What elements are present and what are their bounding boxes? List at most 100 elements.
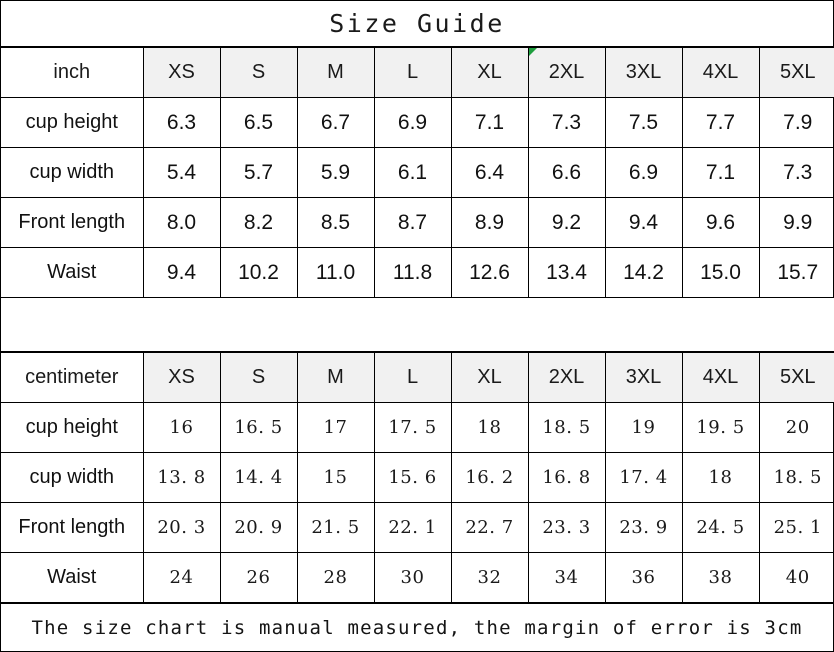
inch-cell-cup-width-3xl: 6.9	[604, 147, 683, 198]
table-row: cup width 13. 8 14. 4 15 15. 6 16. 2 16.…	[1, 452, 834, 503]
inch-row-label-cup-width: cup width	[1, 147, 144, 198]
inch-cell-waist-xl: 12.6	[450, 247, 529, 298]
cm-cell-waist-l: 30	[373, 552, 452, 603]
cm-size-header-5xl: 5XL	[758, 352, 834, 403]
inch-cell-waist-2xl: 13.4	[527, 247, 606, 298]
inch-cell-waist-m: 11.0	[296, 247, 375, 298]
cm-cell-cup-width-l: 15. 6	[373, 452, 452, 503]
cm-size-header-xs: XS	[142, 352, 221, 403]
cm-size-header-2xl: 2XL	[527, 352, 606, 403]
inch-size-header-l: L	[373, 47, 452, 98]
table-row: Front length 20. 3 20. 9 21. 5 22. 1 22.…	[1, 502, 834, 553]
inch-cell-cup-height-5xl: 7.9	[758, 97, 834, 148]
cm-cell-front-length-3xl: 23. 9	[604, 502, 683, 553]
cm-cell-waist-xl: 32	[450, 552, 529, 603]
cm-cell-cup-width-5xl: 18. 5	[758, 452, 834, 503]
cm-cell-cup-height-xl: 18	[450, 402, 529, 453]
cm-cell-front-length-l: 22. 1	[373, 502, 452, 553]
inch-size-table: inch XS S M L XL 2XL 3XL 4XL 5XL cup hei…	[1, 47, 834, 352]
table-spacer-row	[1, 297, 834, 352]
inch-cell-waist-4xl: 15.0	[681, 247, 760, 298]
cm-cell-front-length-xs: 20. 3	[142, 502, 221, 553]
cm-cell-cup-height-4xl: 19. 5	[681, 402, 760, 453]
inch-size-header-s: S	[219, 47, 298, 98]
cm-cell-waist-5xl: 40	[758, 552, 834, 603]
table-row: cup height 6.3 6.5 6.7 6.9 7.1 7.3 7.5 7…	[1, 97, 834, 148]
inch-cell-cup-height-l: 6.9	[373, 97, 452, 148]
inch-cell-cup-width-2xl: 6.6	[527, 147, 606, 198]
cm-cell-cup-width-xs: 13. 8	[142, 452, 221, 503]
table-row: cup width 5.4 5.7 5.9 6.1 6.4 6.6 6.9 7.…	[1, 147, 834, 198]
cm-size-header-m: M	[296, 352, 375, 403]
cm-size-header-3xl: 3XL	[604, 352, 683, 403]
cm-cell-waist-3xl: 36	[604, 552, 683, 603]
cm-cell-front-length-4xl: 24. 5	[681, 502, 760, 553]
inch-cell-cup-width-l: 6.1	[373, 147, 452, 198]
inch-cell-front-length-4xl: 9.6	[681, 197, 760, 248]
inch-size-header-5xl: 5XL	[758, 47, 834, 98]
inch-cell-front-length-xs: 8.0	[142, 197, 221, 248]
page-title: Size Guide	[329, 9, 505, 38]
centimeter-size-table: centimeter XS S M L XL 2XL 3XL 4XL 5XL c…	[1, 352, 834, 603]
cm-cell-waist-xs: 24	[142, 552, 221, 603]
table-row: Waist 24 26 28 30 32 34 36 38 40	[1, 552, 834, 603]
cm-cell-cup-width-4xl: 18	[681, 452, 760, 503]
cm-row-label-front-length: Front length	[1, 502, 144, 553]
inch-cell-waist-l: 11.8	[373, 247, 452, 298]
inch-cell-cup-height-xs: 6.3	[142, 97, 221, 148]
cm-cell-cup-width-s: 14. 4	[219, 452, 298, 503]
cm-cell-front-length-2xl: 23. 3	[527, 502, 606, 553]
cm-row-label-cup-width: cup width	[1, 452, 144, 503]
cm-cell-cup-height-2xl: 18. 5	[527, 402, 606, 453]
inch-cell-waist-3xl: 14.2	[604, 247, 683, 298]
inch-size-header-xl: XL	[450, 47, 529, 98]
cm-cell-waist-2xl: 34	[527, 552, 606, 603]
cm-header-row: centimeter XS S M L XL 2XL 3XL 4XL 5XL	[1, 352, 834, 403]
cm-cell-cup-height-l: 17. 5	[373, 402, 452, 453]
inch-cell-waist-s: 10.2	[219, 247, 298, 298]
cm-cell-waist-s: 26	[219, 552, 298, 603]
inch-cell-cup-height-2xl: 7.3	[527, 97, 606, 148]
cm-cell-cup-height-m: 17	[296, 402, 375, 453]
cm-size-header-l: L	[373, 352, 452, 403]
inch-cell-cup-width-s: 5.7	[219, 147, 298, 198]
inch-row-label-front-length: Front length	[1, 197, 144, 248]
cm-size-header-s: S	[219, 352, 298, 403]
inch-cell-front-length-m: 8.5	[296, 197, 375, 248]
inch-cell-front-length-3xl: 9.4	[604, 197, 683, 248]
table-row: Front length 8.0 8.2 8.5 8.7 8.9 9.2 9.4…	[1, 197, 834, 248]
cm-size-header-4xl: 4XL	[681, 352, 760, 403]
cell-comment-indicator-icon	[529, 48, 537, 56]
inch-cell-front-length-2xl: 9.2	[527, 197, 606, 248]
measurement-disclaimer: The size chart is manual measured, the m…	[31, 617, 803, 639]
inch-unit-label: inch	[1, 47, 144, 98]
inch-cell-cup-height-m: 6.7	[296, 97, 375, 148]
inch-cell-cup-width-xs: 5.4	[142, 147, 221, 198]
cm-table-body: centimeter XS S M L XL 2XL 3XL 4XL 5XL c…	[1, 352, 834, 603]
inch-cell-cup-width-m: 5.9	[296, 147, 375, 198]
cm-cell-front-length-xl: 22. 7	[450, 502, 529, 553]
inch-table-body: inch XS S M L XL 2XL 3XL 4XL 5XL cup hei…	[1, 47, 834, 352]
cm-cell-cup-height-xs: 16	[142, 402, 221, 453]
inch-row-label-cup-height: cup height	[1, 97, 144, 148]
table-row: Waist 9.4 10.2 11.0 11.8 12.6 13.4 14.2 …	[1, 247, 834, 298]
cm-cell-front-length-m: 21. 5	[296, 502, 375, 553]
cm-cell-front-length-5xl: 25. 1	[758, 502, 834, 553]
inch-cell-cup-height-3xl: 7.5	[604, 97, 683, 148]
inch-cell-cup-height-4xl: 7.7	[681, 97, 760, 148]
cm-size-header-xl: XL	[450, 352, 529, 403]
cm-cell-waist-m: 28	[296, 552, 375, 603]
cm-cell-waist-4xl: 38	[681, 552, 760, 603]
inch-size-header-3xl: 3XL	[604, 47, 683, 98]
inch-cell-waist-xs: 9.4	[142, 247, 221, 298]
cm-cell-front-length-s: 20. 9	[219, 502, 298, 553]
cm-row-label-cup-height: cup height	[1, 402, 144, 453]
inch-cell-cup-width-4xl: 7.1	[681, 147, 760, 198]
cm-cell-cup-height-3xl: 19	[604, 402, 683, 453]
cm-cell-cup-height-s: 16. 5	[219, 402, 298, 453]
inch-cell-waist-5xl: 15.7	[758, 247, 834, 298]
inch-size-header-4xl: 4XL	[681, 47, 760, 98]
inch-header-row: inch XS S M L XL 2XL 3XL 4XL 5XL	[1, 47, 834, 98]
inch-size-header-m: M	[296, 47, 375, 98]
